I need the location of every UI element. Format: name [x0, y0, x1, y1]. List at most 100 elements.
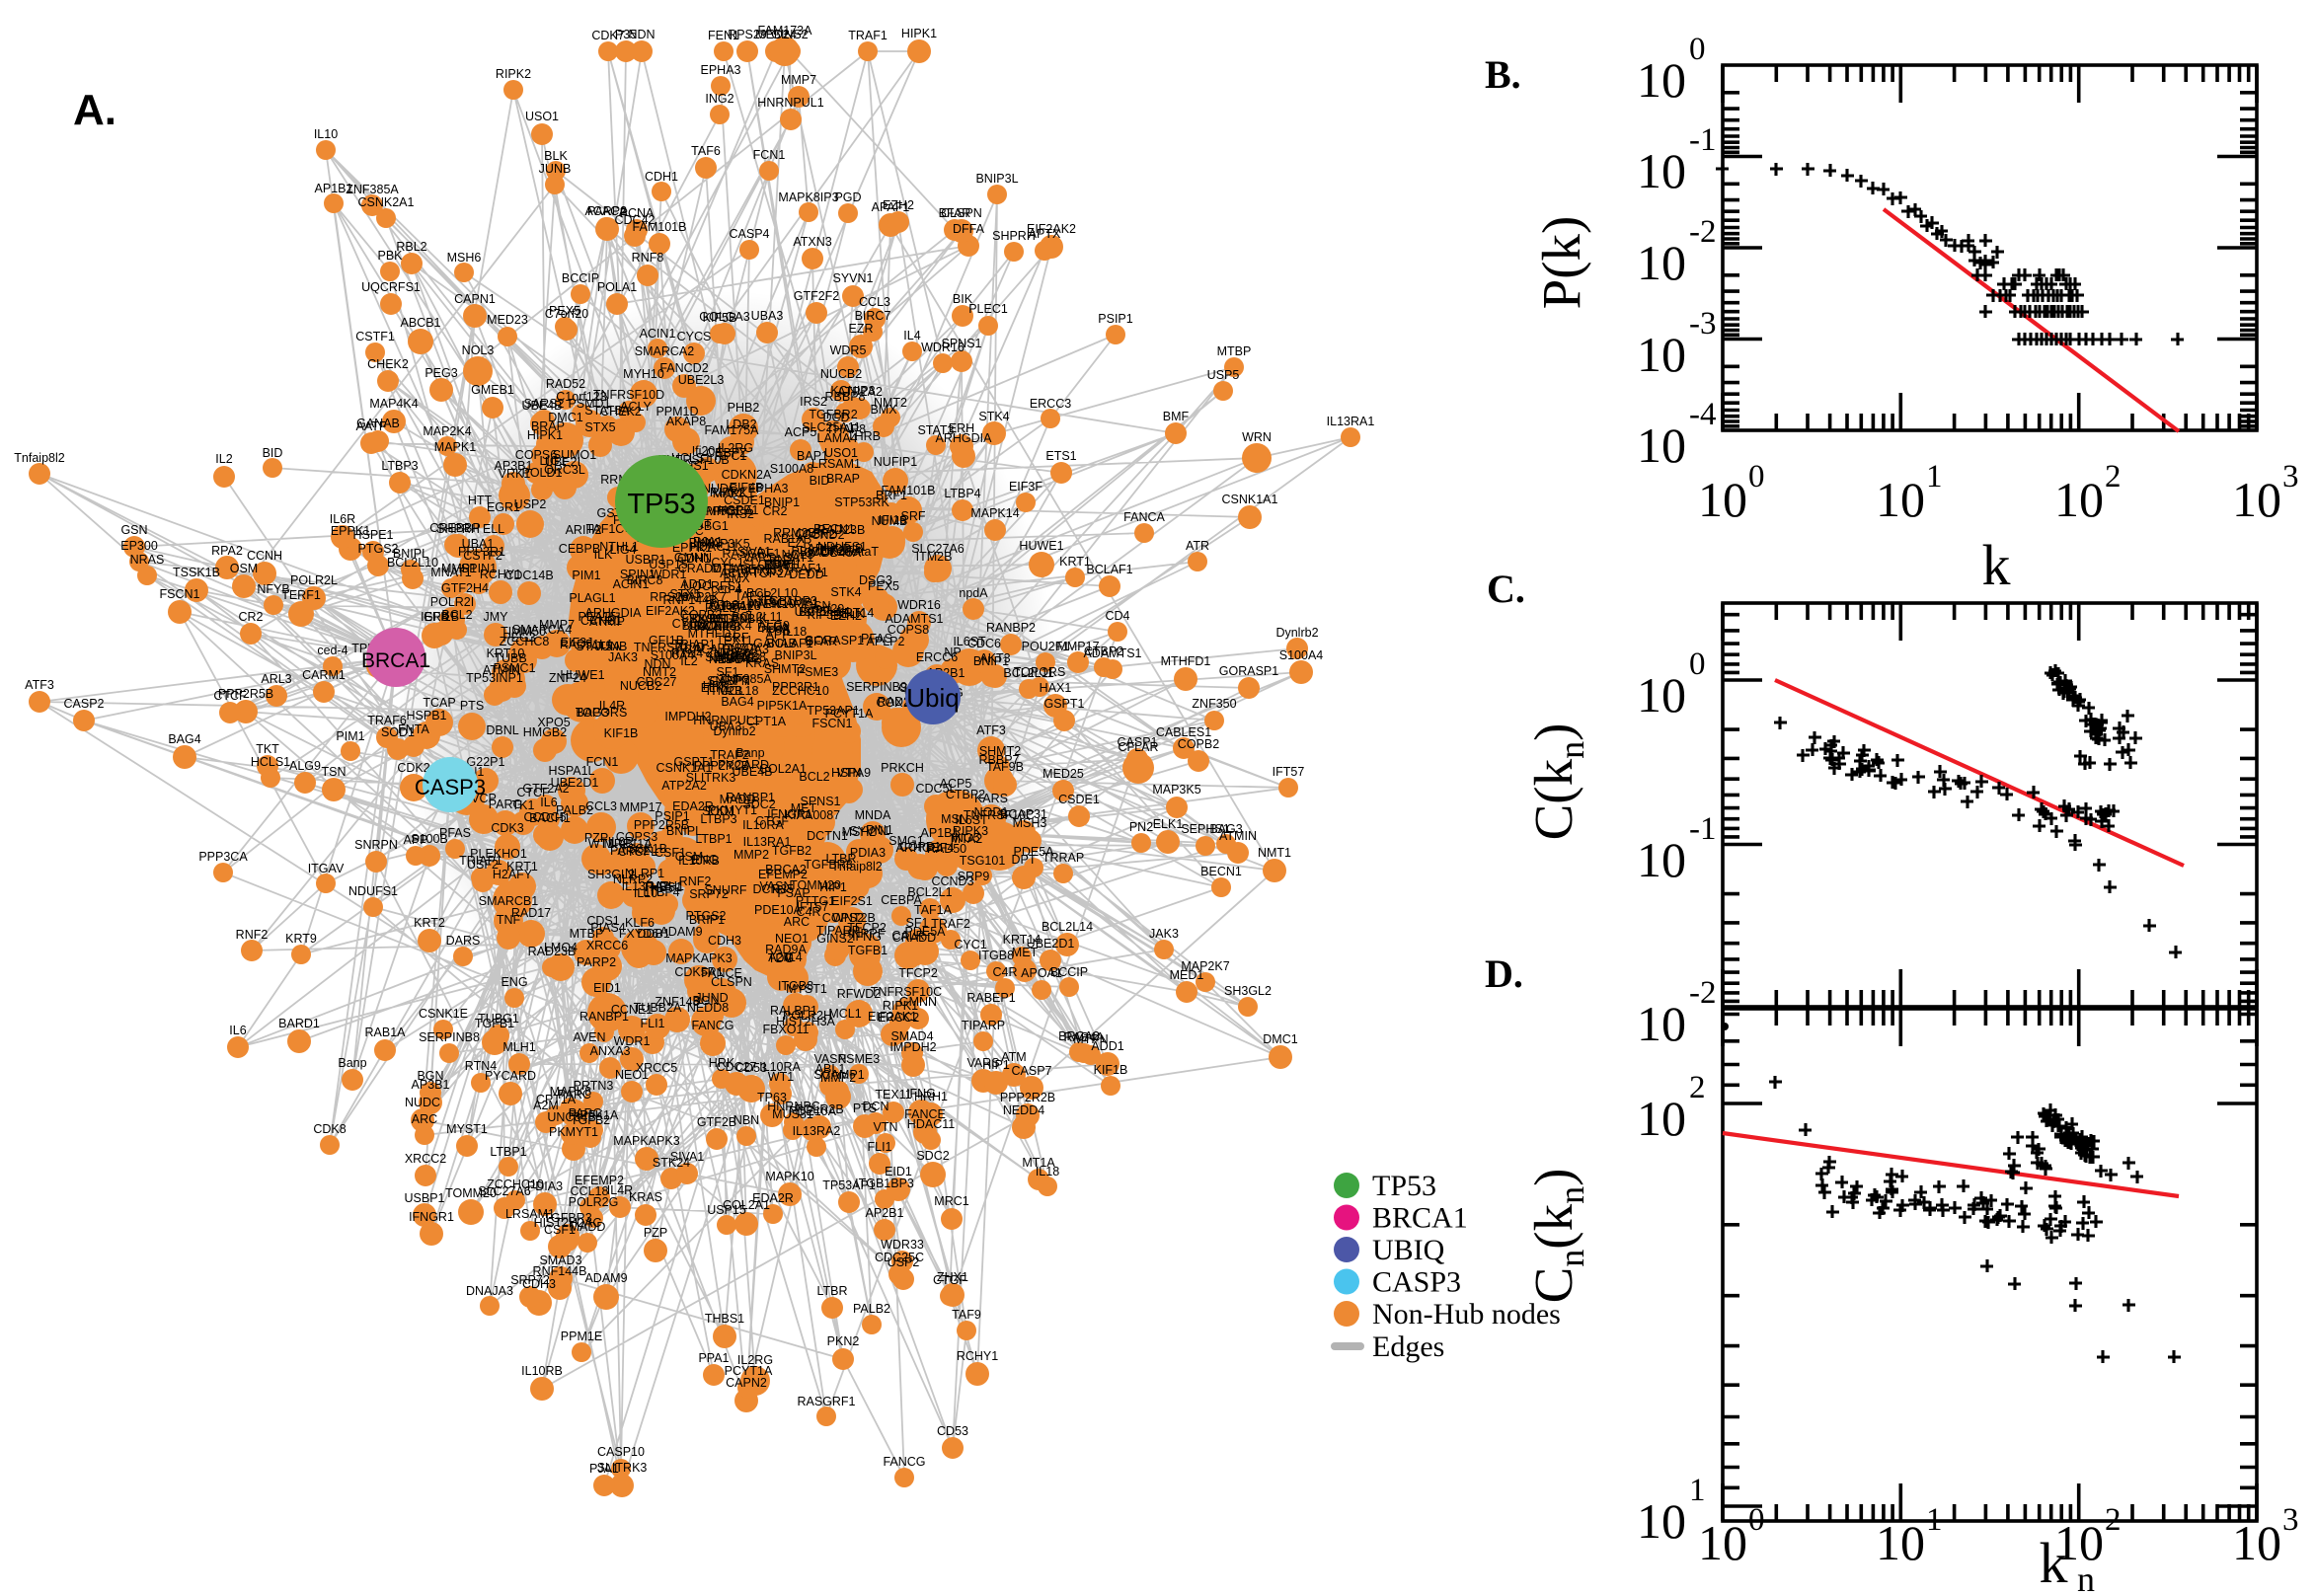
svg-text:RCHY1: RCHY1 — [957, 1349, 998, 1363]
svg-text:10: 10 — [1637, 327, 1686, 382]
svg-text:BRCA2: BRCA2 — [1058, 1029, 1100, 1043]
svg-text:SMARCA4: SMARCA4 — [512, 623, 572, 637]
svg-text:10: 10 — [2054, 472, 2104, 527]
svg-text:VARS: VARS — [742, 551, 775, 565]
svg-text:MAPK10: MAPK10 — [746, 597, 795, 611]
svg-text:Tnfaip8l2: Tnfaip8l2 — [831, 860, 882, 874]
svg-text:IFT57: IFT57 — [797, 900, 829, 914]
svg-text:DARS: DARS — [446, 934, 481, 948]
svg-text:10: 10 — [1637, 1493, 1686, 1549]
svg-text:SIVA1: SIVA1 — [670, 1150, 705, 1164]
svg-text:ACP5: ACP5 — [940, 777, 972, 791]
svg-text:BNIPL: BNIPL — [393, 547, 428, 561]
svg-text:BCCIP: BCCIP — [1050, 965, 1088, 979]
svg-text:MMP17: MMP17 — [1056, 640, 1099, 653]
svg-text:ZNF148: ZNF148 — [655, 995, 699, 1009]
svg-text:SMARCB1: SMARCB1 — [479, 894, 538, 908]
svg-text:ALG9: ALG9 — [289, 759, 321, 773]
svg-text:TGFBR3: TGFBR3 — [543, 1211, 591, 1225]
svg-text:1: 1 — [1926, 1502, 1943, 1538]
svg-text:RNF8: RNF8 — [632, 251, 664, 265]
svg-text:VRK1: VRK1 — [499, 467, 531, 481]
svg-text:XRCC5: XRCC5 — [636, 1061, 677, 1075]
svg-text:BIRC7: BIRC7 — [855, 309, 891, 323]
svg-text:DPT: DPT — [1012, 853, 1037, 867]
svg-text:THAP8: THAP8 — [826, 422, 866, 436]
svg-text:10: 10 — [1637, 996, 1686, 1051]
svg-text:APAF1: APAF1 — [872, 200, 910, 214]
svg-text:NUDC: NUDC — [405, 1096, 440, 1109]
svg-text:BECN1: BECN1 — [813, 522, 855, 536]
svg-text:PN2: PN2 — [769, 553, 793, 567]
svg-text:S100A4: S100A4 — [1279, 648, 1324, 662]
svg-text:BRAP: BRAP — [826, 472, 860, 486]
svg-text:KIF5B: KIF5B — [703, 311, 737, 325]
svg-text:MTA2: MTA2 — [951, 832, 982, 846]
svg-text:EPPK1: EPPK1 — [331, 524, 370, 538]
svg-text:RNF144B: RNF144B — [533, 1264, 587, 1278]
svg-text:UBIQ: UBIQ — [1372, 1234, 1445, 1266]
svg-text:USO1: USO1 — [525, 110, 559, 123]
svg-text:PEX5: PEX5 — [549, 304, 580, 318]
svg-text:PSME3: PSME3 — [797, 665, 838, 679]
svg-text:A2M: A2M — [768, 950, 794, 964]
svg-text:P(k): P(k) — [1531, 216, 1591, 310]
svg-text:FAM101B: FAM101B — [633, 220, 687, 234]
svg-text:MCL1: MCL1 — [828, 1007, 861, 1021]
svg-text:CRADD: CRADD — [892, 931, 936, 945]
svg-text:ORC3L: ORC3L — [544, 463, 585, 477]
svg-text:HSPA1L: HSPA1L — [548, 764, 594, 778]
svg-text:FAM173A: FAM173A — [758, 24, 813, 38]
svg-text:TGFB1: TGFB1 — [475, 1017, 514, 1030]
svg-text:MAP4K4: MAP4K4 — [703, 619, 751, 633]
svg-text:PYCARD: PYCARD — [718, 758, 769, 772]
svg-text:GORASP1: GORASP1 — [1219, 664, 1278, 678]
svg-text:-4: -4 — [1689, 397, 1717, 432]
svg-text:TOPORS: TOPORS — [576, 706, 628, 720]
svg-text:CASP1: CASP1 — [1118, 735, 1158, 749]
svg-text:DPT: DPT — [765, 559, 790, 572]
svg-text:PPP3R1: PPP3R1 — [458, 545, 505, 559]
svg-text:IFNG: IFNG — [906, 1087, 936, 1101]
svg-text:MAPK8: MAPK8 — [550, 1085, 591, 1099]
svg-text:NOL3: NOL3 — [782, 548, 814, 562]
svg-text:CSF1: CSF1 — [655, 846, 686, 860]
svg-text:NDUFS1: NDUFS1 — [348, 884, 398, 898]
svg-text:COL2A1: COL2A1 — [759, 762, 807, 776]
svg-text:STAT5A: STAT5A — [576, 640, 621, 653]
svg-text:MMP2: MMP2 — [733, 848, 769, 862]
svg-text:DCN: DCN — [862, 1100, 888, 1113]
svg-text:ARC: ARC — [784, 915, 810, 929]
svg-text:POLD1: POLD1 — [522, 466, 563, 480]
svg-text:SYVN1: SYVN1 — [833, 271, 874, 285]
svg-text:TP53AP1: TP53AP1 — [822, 1178, 876, 1192]
svg-text:POLR2L: POLR2L — [290, 573, 338, 587]
svg-text:DCD: DCD — [822, 411, 849, 424]
svg-text:FANCD2: FANCD2 — [659, 361, 708, 375]
svg-text:THBS1: THBS1 — [705, 1312, 744, 1326]
svg-text:PALB2: PALB2 — [853, 1302, 890, 1316]
svg-text:10: 10 — [1876, 1515, 1925, 1570]
svg-text:ANXA3: ANXA3 — [716, 651, 756, 665]
svg-text:2: 2 — [2105, 459, 2122, 494]
svg-text:USP15: USP15 — [649, 558, 688, 571]
svg-text:BCL2L11: BCL2L11 — [1003, 666, 1053, 680]
svg-text:CSF1: CSF1 — [544, 1223, 576, 1237]
svg-text:ERCC2: ERCC2 — [878, 1011, 919, 1025]
svg-text:0: 0 — [1748, 1502, 1765, 1538]
svg-text:HIST2H3A: HIST2H3A — [776, 1015, 835, 1028]
svg-text:CYC1: CYC1 — [954, 938, 986, 951]
svg-text:MYST1: MYST1 — [446, 1122, 488, 1136]
svg-text:n: n — [2077, 1559, 2095, 1591]
svg-text:A.: A. — [73, 86, 116, 134]
svg-text:CPT1A: CPT1A — [746, 715, 787, 728]
svg-text:ADAMTS1: ADAMTS1 — [885, 612, 943, 626]
svg-text:TKT: TKT — [256, 742, 279, 756]
svg-text:TRIAP1: TRIAP1 — [459, 854, 502, 868]
svg-text:MSN: MSN — [941, 812, 968, 826]
svg-text:TNFRSF10D: TNFRSF10D — [593, 388, 664, 402]
svg-text:BCAP31: BCAP31 — [1000, 807, 1047, 821]
svg-text:CDK2deltaT: CDK2deltaT — [811, 545, 879, 559]
svg-text:TGFB2: TGFB2 — [772, 844, 811, 858]
svg-text:IL2: IL2 — [215, 452, 232, 466]
